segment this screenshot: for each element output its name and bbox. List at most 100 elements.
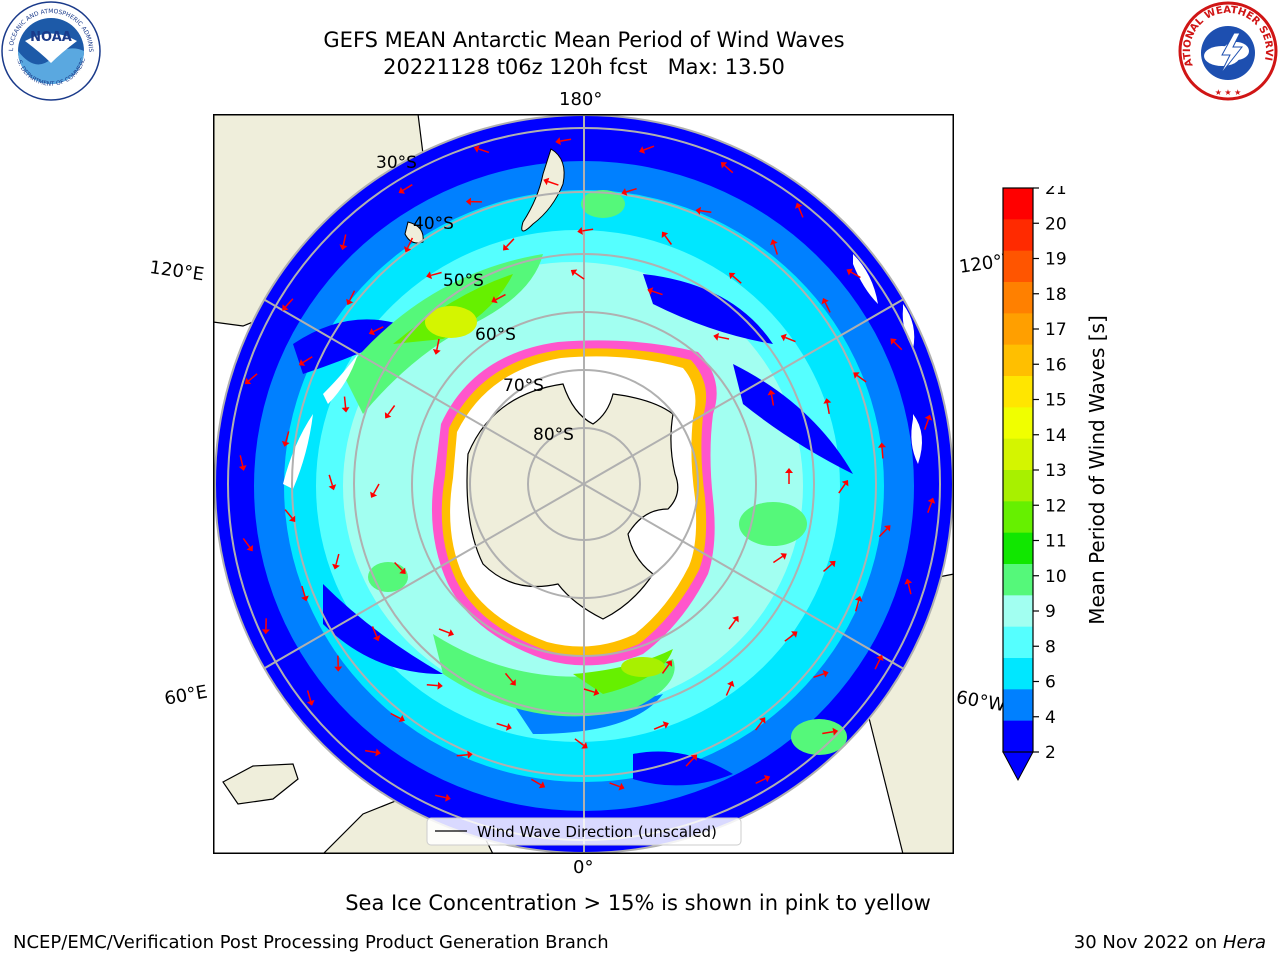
lat-label-60s: 60°S	[475, 325, 516, 345]
colorbar-tick-label: 11	[1045, 532, 1067, 552]
wave-direction-arrow	[823, 560, 836, 572]
wave-direction-arrow	[432, 338, 441, 355]
wave-direction-arrow	[438, 628, 454, 637]
wave-direction-arrow	[785, 468, 793, 484]
lon-label-60e: 60°E	[162, 681, 210, 710]
wave-direction-arrow	[346, 290, 356, 306]
wave-direction-arrow	[328, 474, 337, 491]
machine-name: Hera	[1222, 932, 1266, 953]
wave-direction-arrow	[821, 298, 831, 313]
noaa-logo: NOAA NATIONAL OCEANIC AND ATMOSPHERIC AD…	[1, 1, 101, 101]
legend-label: Wind Wave Direction (unscaled)	[477, 823, 717, 841]
wave-direction-arrow	[574, 738, 588, 749]
wave-direction-arrow	[685, 754, 698, 767]
colorbar-tick-label: 20	[1045, 214, 1067, 234]
wave-direction-arrow	[927, 497, 936, 513]
wave-direction-arrow	[284, 509, 296, 522]
colorbar-block	[1003, 282, 1033, 314]
wave-direction-arrow	[695, 206, 712, 215]
colorbar-tick-label: 13	[1045, 461, 1067, 481]
colorbar-tick-label: 8	[1045, 637, 1056, 657]
colorbar-block	[1003, 250, 1033, 283]
wave-direction-arrow	[713, 332, 730, 341]
wave-direction-arrow	[282, 298, 294, 311]
colorbar-block	[1003, 658, 1033, 690]
colorbar-block	[1003, 595, 1033, 628]
wave-direction-arrow	[543, 177, 559, 186]
sea-ice-note: Sea Ice Concentration > 15% is shown in …	[345, 891, 931, 915]
wave-direction-arrow	[491, 293, 506, 304]
colorbar-tick-label: 2	[1045, 743, 1056, 763]
wave-direction-arrow	[772, 553, 787, 564]
wind-wave-arrows	[238, 137, 936, 802]
nws-logo: NATIONAL WEATHER SERVICE ★ ★ ★	[1178, 1, 1278, 101]
wave-direction-arrow	[531, 778, 546, 789]
colorbar-block	[1003, 376, 1033, 408]
wave-direction-arrow	[306, 690, 315, 706]
wave-direction-arrow	[496, 722, 512, 731]
wave-direction-arrow	[609, 782, 625, 791]
land-antarctica	[466, 383, 679, 620]
wave-direction-arrow	[426, 271, 442, 280]
polar-map: 30°S 40°S 50°S 60°S 70°S 80°S Wind Wave …	[213, 114, 954, 854]
colorbar-extend-arrow	[1002, 751, 1034, 782]
colorbar-block	[1003, 219, 1033, 252]
wave-direction-arrow	[755, 775, 771, 784]
wave-direction-arrow	[473, 145, 490, 154]
colorbar-tick-label: 14	[1045, 426, 1067, 446]
wave-direction-arrow	[661, 660, 673, 674]
wave-direction-arrow	[503, 238, 515, 251]
wave-direction-arrow	[577, 227, 594, 235]
colorbar-tick-label: 21	[1045, 186, 1067, 199]
wave-direction-arrow	[767, 389, 776, 406]
colorbar: 21 20 19 18 17 16 15 14 13 12 11 10 9 8 6 4 2 Mean Perio…	[1002, 186, 1109, 782]
wave-direction-arrow	[754, 717, 766, 731]
wave-direction-arrow	[364, 748, 381, 757]
colorbar-block	[1003, 344, 1033, 377]
wave-direction-arrow	[784, 631, 798, 642]
wave-direction-arrow	[398, 184, 413, 194]
wave-direction-arrow	[874, 654, 884, 670]
wave-direction-arrow	[854, 595, 863, 612]
colorbar-block	[1003, 689, 1033, 722]
colorbar-block	[1003, 532, 1033, 565]
colorbar-label: Mean Period of Wind Waves [s]	[1085, 315, 1109, 625]
colorbar-tick-label: 6	[1045, 673, 1056, 693]
wave-direction-arrow	[570, 269, 585, 280]
colorbar-tick-label: 16	[1045, 355, 1067, 375]
wave-direction-arrow	[853, 372, 867, 383]
land-new-zealand	[521, 148, 565, 232]
land-madagascar	[222, 763, 299, 805]
colorbar-block	[1003, 626, 1033, 659]
colorbar-block	[1003, 470, 1033, 502]
wave-direction-arrow	[435, 793, 451, 802]
land-tasmania	[404, 221, 424, 244]
wave-direction-arrow	[923, 414, 933, 430]
map-subtitle: 20221128 t06z 120h fcst Max: 13.50	[383, 55, 785, 79]
wave-direction-arrow	[780, 333, 796, 343]
wave-direction-arrow	[583, 688, 600, 696]
wave-direction-arrow	[281, 431, 290, 447]
wave-direction-arrow	[729, 272, 742, 284]
wave-direction-arrow	[394, 561, 406, 574]
colorbar-tick-label: 10	[1045, 567, 1067, 587]
arrow-legend: Wind Wave Direction (unscaled)	[426, 817, 742, 846]
wave-direction-arrow	[390, 712, 405, 723]
lon-label-180: 180°	[559, 89, 603, 110]
wave-direction-arrow	[621, 187, 637, 196]
lat-label-80s: 80°S	[533, 425, 574, 445]
wave-direction-arrow	[242, 537, 253, 552]
colorbar-block	[1003, 438, 1033, 471]
wave-direction-arrow	[341, 396, 350, 413]
lat-label-50s: 50°S	[443, 271, 484, 291]
colorbar-block	[1003, 501, 1033, 534]
colorbar-block	[1003, 313, 1033, 346]
wave-direction-arrow	[301, 585, 309, 602]
svg-text:★ ★ ★: ★ ★ ★	[1215, 88, 1242, 97]
wave-direction-arrow	[904, 578, 913, 595]
wave-direction-arrow	[890, 338, 903, 351]
wave-direction-arrow	[384, 405, 396, 419]
lon-label-0: 0°	[573, 857, 594, 878]
noaa-logo-text: NOAA	[30, 30, 72, 45]
colorbar-block	[1003, 720, 1033, 753]
